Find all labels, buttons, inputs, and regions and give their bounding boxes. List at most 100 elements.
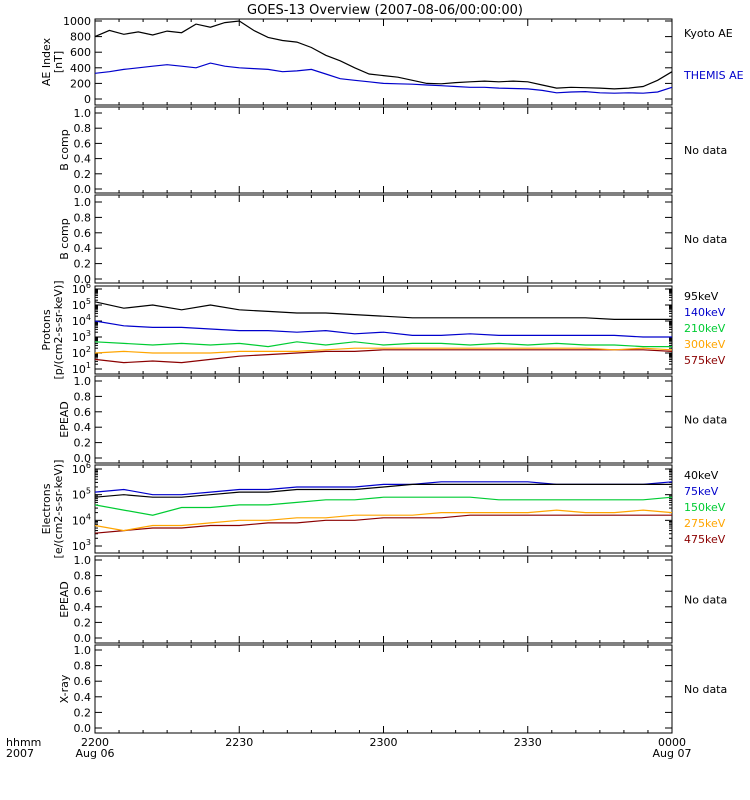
no-data-label: No data [684, 414, 727, 427]
y-axis-label-line: Electrons [40, 483, 53, 534]
y-tick-label: 0.8 [74, 211, 92, 224]
series-line-275kev [94, 509, 673, 532]
panel-frame [94, 464, 673, 554]
y-axis-label: AE Index [nT] [40, 37, 65, 86]
y-tick-label: 0.6 [74, 227, 92, 240]
legend-entry: 40keV [684, 469, 719, 482]
y-tick-label: 0.8 [74, 570, 92, 583]
y-tick-label: 0.0 [74, 632, 92, 645]
time-tick-date-label: Aug 06 [76, 747, 115, 760]
y-tick-label: 600 [70, 46, 91, 59]
y-tick-label: 1000 [63, 15, 91, 28]
y-tick-label: 101 [72, 361, 91, 376]
y-axis-label: EPEAD [58, 401, 71, 438]
y-tick-label: 105 [72, 297, 91, 312]
time-tick-label: 2300 [370, 736, 398, 749]
time-axis-format-label: hhmm [6, 736, 41, 749]
no-data-label: No data [684, 594, 727, 607]
y-tick-label: 0.0 [74, 273, 92, 286]
panel-ae: 0 200 400 600 800 1000 AE Index [nT] Kyoto AE THE… [40, 15, 744, 106]
y-tick-label: 0.0 [74, 183, 92, 196]
y-axis-label-line: [nT] [52, 51, 65, 73]
y-axis-label: Electrons [e/(cm2-s-sr-keV)] [40, 460, 65, 559]
y-axis-label-line: [p/(cm2-s-sr-keV)] [52, 280, 65, 379]
y-tick-label: 0.8 [74, 390, 92, 403]
y-tick-label: 0.2 [74, 437, 92, 450]
y-tick-label: 0.8 [74, 122, 92, 135]
y-tick-label: 0.0 [74, 452, 92, 465]
series-line-75kev [94, 481, 673, 496]
legend-entry: 150keV [684, 501, 726, 514]
series-line-300kev [94, 347, 673, 354]
series-line-150kev [94, 496, 673, 516]
y-tick-label: 0.6 [74, 406, 92, 419]
legend-entry: 75keV [684, 485, 719, 498]
panel-xray: 0.0 0.2 0.4 0.6 0.8 1.0 X-ray No data [58, 644, 727, 735]
panel-frame [94, 194, 673, 284]
y-axis-label-line: AE Index [40, 37, 53, 86]
y-tick-label: 0.6 [74, 675, 92, 688]
y-tick-label: 104 [72, 313, 91, 328]
legend-entry: 95keV [684, 290, 719, 303]
y-tick-label: 1.0 [74, 554, 92, 567]
y-tick-label: 0.8 [74, 660, 92, 673]
y-tick-label: 1.0 [74, 107, 92, 120]
y-tick-label: 0.4 [74, 242, 92, 255]
y-tick-label: 106 [72, 281, 91, 296]
y-tick-label: 0.6 [74, 585, 92, 598]
panel-frame [94, 375, 673, 464]
figure-title: GOES-13 Overview (2007-08-06/00:00:00) [247, 3, 523, 18]
y-axis-label: Protons [p/(cm2-s-sr-keV)] [40, 280, 65, 379]
legend-entry: Kyoto AE [684, 27, 733, 40]
y-tick-label: 105 [72, 487, 91, 502]
y-tick-label: 800 [70, 31, 91, 44]
no-data-label: No data [684, 144, 727, 157]
y-tick-label: 0.4 [74, 421, 92, 434]
y-tick-label: 0.6 [74, 137, 92, 150]
panel-frame [94, 285, 673, 375]
legend-entry: 275keV [684, 517, 726, 530]
y-axis-label-line: [e/(cm2-s-sr-keV)] [52, 460, 65, 559]
y-tick-label: 1.0 [74, 196, 92, 209]
legend-entry: 475keV [684, 533, 726, 546]
time-tick-label: 0000 [658, 736, 686, 749]
y-axis-label-line: B comp [58, 218, 71, 260]
panel-bcomp1: 0.0 0.2 0.4 0.6 0.8 1.0B comp No data [58, 106, 727, 196]
y-tick-label: 400 [70, 62, 91, 75]
y-tick-label: 0.2 [74, 616, 92, 629]
no-data-label: No data [684, 233, 727, 246]
y-tick-label: 103 [72, 329, 91, 344]
time-axis-year-label: 2007 [6, 747, 34, 760]
series-line-210kev [94, 341, 672, 348]
series-line-themis-ae [94, 62, 673, 94]
y-tick-label: 0.0 [74, 722, 92, 735]
series-line-40kev [94, 483, 672, 498]
time-tick-date-label: Aug 07 [653, 747, 692, 760]
y-tick-label: 0 [84, 93, 91, 106]
y-tick-label: 104 [72, 512, 91, 527]
y-tick-label: 1.0 [74, 375, 92, 388]
series-line-kyoto-ae [94, 20, 673, 90]
y-axis-label: B comp [58, 218, 71, 260]
time-tick-label: 2230 [225, 736, 253, 749]
panel-electrons: 103 104 105 106 Electrons [e/(cm2-s-sr-keV)] 4… [40, 460, 726, 559]
y-tick-label: 106 [72, 461, 91, 476]
legend-entry: THEMIS AE [683, 69, 744, 82]
legend-entry: 210keV [684, 322, 726, 335]
legend-entry: 300keV [684, 338, 726, 351]
y-tick-label: 0.2 [74, 706, 92, 719]
y-tick-label: 1.0 [74, 644, 92, 657]
y-tick-label: 0.4 [74, 153, 92, 166]
panel-frame [94, 644, 673, 734]
y-axis-label: EPEAD [58, 581, 71, 618]
panel-bcomp2: 0.0 0.2 0.4 0.6 0.8 1.0B comp No data [58, 194, 727, 286]
y-axis-label-line: EPEAD [58, 581, 71, 618]
y-tick-label: 0.2 [74, 168, 92, 181]
y-axis-label-line: EPEAD [58, 401, 71, 438]
series-line-575kev [94, 349, 673, 364]
y-tick-label: 200 [70, 77, 91, 90]
series-line-475kev [94, 514, 672, 534]
